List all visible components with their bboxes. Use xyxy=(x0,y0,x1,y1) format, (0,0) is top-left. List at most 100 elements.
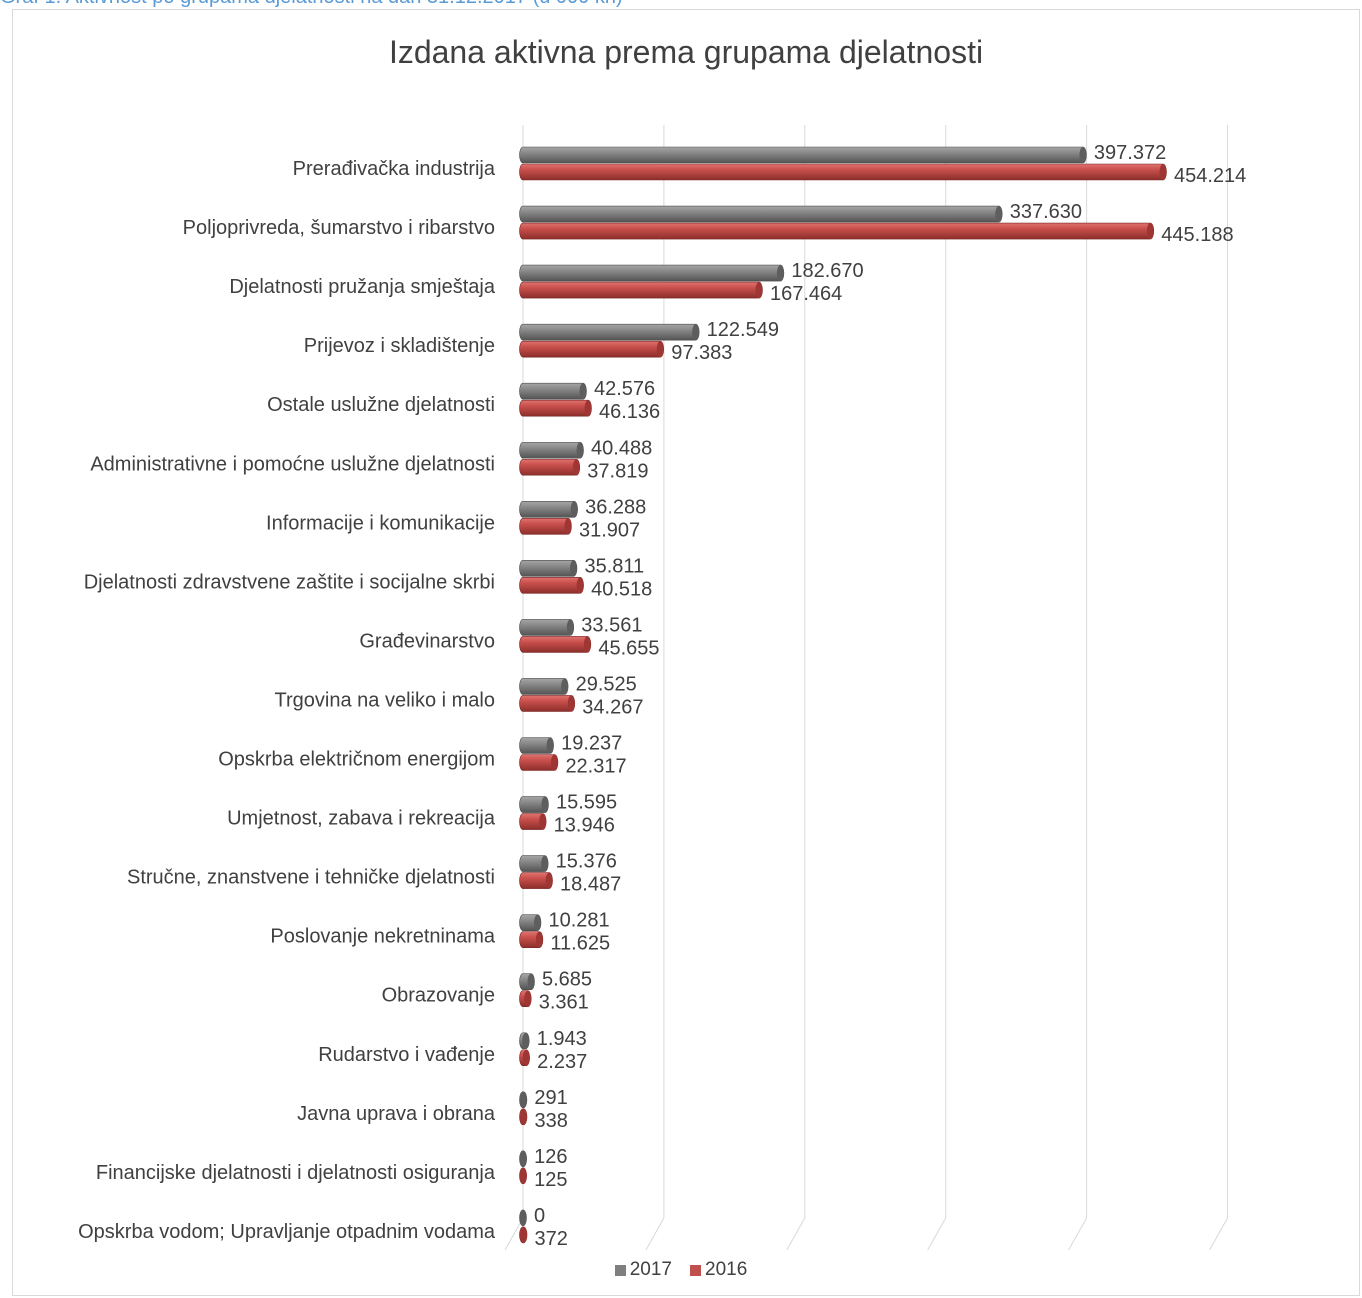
category-label: Administrativne i pomoćne uslužne djelat… xyxy=(90,453,495,475)
bar-cap-2016 xyxy=(519,1108,527,1125)
bar-cap-2016 xyxy=(520,1226,528,1243)
data-label-2016: 22.317 xyxy=(565,756,626,778)
bar-cap-2017 xyxy=(546,737,554,754)
bar-cap-2016 xyxy=(519,1167,527,1184)
gridlines xyxy=(504,125,1229,1251)
legend-swatch-2016 xyxy=(690,1264,701,1276)
bar-2016 xyxy=(519,458,581,476)
bars xyxy=(519,146,1167,1244)
labels: Prerađivačka industrija 397.372 454.214 Pol… xyxy=(78,142,1246,1250)
bar-cap-2017 xyxy=(569,560,577,577)
bar-2017 xyxy=(519,264,785,282)
bar-2016 xyxy=(519,222,1155,240)
data-label-2017: 10.281 xyxy=(548,910,609,932)
bar-2016 xyxy=(519,636,592,653)
bar-cap-2016 xyxy=(539,813,547,830)
data-label-2016: 3.361 xyxy=(539,992,589,1014)
data-label-2017: 29.525 xyxy=(576,673,637,695)
bar-cap-2016 xyxy=(524,990,532,1007)
data-label-2016: 18.487 xyxy=(560,874,621,896)
bar-cap-2016 xyxy=(584,400,592,417)
bar-cap-2016 xyxy=(1159,164,1167,180)
legend: 2017 2016 xyxy=(0,1259,1362,1281)
bar-2017 xyxy=(519,441,584,459)
gridline-diag xyxy=(645,1217,665,1251)
data-label-2016: 372 xyxy=(535,1228,568,1250)
bar-cap-2017 xyxy=(522,1032,530,1049)
category-label: Javna uprava i obrana xyxy=(297,1103,496,1125)
bar-cap-2017 xyxy=(1079,147,1087,163)
bar-cap-2017 xyxy=(527,973,535,990)
category-label: Stručne, znanstvene i tehničke djelatnos… xyxy=(127,867,495,889)
bar-cap-2016 xyxy=(522,1049,530,1066)
data-label-2017: 33.561 xyxy=(581,614,642,636)
data-label-2016: 454.214 xyxy=(1174,165,1246,187)
data-label-2016: 11.625 xyxy=(550,933,610,955)
bar-cap-2016 xyxy=(550,754,558,771)
bar-2017 xyxy=(519,619,575,636)
bar-cap-2016 xyxy=(656,341,664,358)
data-label-2016: 45.655 xyxy=(598,637,659,659)
category-label: Opskrba vodom; Upravljanje otpadnim voda… xyxy=(78,1221,496,1243)
gridline-diag xyxy=(1209,1217,1228,1251)
bar-2016 xyxy=(519,577,584,594)
data-label-2017: 1.943 xyxy=(537,1028,587,1050)
bar-cap-2016 xyxy=(545,872,553,889)
bar-cap-2017 xyxy=(570,501,578,518)
data-label-2017: 15.595 xyxy=(556,792,617,814)
bar-2017 xyxy=(519,678,569,695)
data-label-2017: 337.630 xyxy=(1010,201,1082,223)
data-label-2016: 13.946 xyxy=(554,815,615,837)
bar-2017 xyxy=(519,560,578,577)
data-label-2017: 397.372 xyxy=(1094,142,1166,164)
bar-cap-2017 xyxy=(995,206,1003,223)
category-label: Prerađivačka industrija xyxy=(293,158,496,180)
data-label-2016: 2.237 xyxy=(537,1051,587,1073)
figure-caption: Graf 1. Aktivnost po grupama djelatnosti… xyxy=(0,0,623,9)
bar-cap-2017 xyxy=(579,383,587,400)
data-label-2017: 40.488 xyxy=(591,437,652,459)
category-label: Umjetnost, zabava i rekreacija xyxy=(227,808,496,830)
chart-title: Izdana aktivna prema grupama djelatnosti xyxy=(388,34,984,70)
bar-cap-2016 xyxy=(1146,223,1154,240)
bar-cap-2016 xyxy=(535,931,543,948)
bar-cap-2017 xyxy=(566,619,574,636)
bar-cap-2017 xyxy=(541,796,549,813)
category-label: Trgovina na veliko i malo xyxy=(275,689,495,711)
category-label: Ostale uslužne djelatnosti xyxy=(267,394,495,416)
legend-label-2017: 2017 xyxy=(629,1259,672,1280)
bar-cap-2017 xyxy=(519,1150,527,1167)
bar-2016 xyxy=(519,399,592,417)
data-label-2017: 36.288 xyxy=(585,496,646,518)
bar-2016 xyxy=(519,695,576,712)
bar-2017 xyxy=(519,205,1003,223)
category-label: Građevinarstvo xyxy=(359,630,495,652)
bar-cap-2016 xyxy=(576,577,584,594)
data-label-2017: 15.376 xyxy=(556,851,617,873)
category-label: Opskrba električnom energijom xyxy=(218,749,495,771)
bar-cap-2017 xyxy=(776,265,784,282)
category-label: Obrazovanje xyxy=(382,985,495,1007)
bar-2017 xyxy=(519,323,700,341)
bar-2017 xyxy=(519,501,578,518)
bar-cap-2017 xyxy=(519,1091,527,1108)
bar-cap-2016 xyxy=(564,518,572,535)
bar-cap-2017 xyxy=(519,1209,527,1226)
data-label-2016: 125 xyxy=(534,1169,567,1191)
data-label-2016: 167.464 xyxy=(770,283,842,305)
bar-cap-2016 xyxy=(755,282,763,299)
data-label-2017: 182.670 xyxy=(791,260,863,282)
category-label: Poljoprivreda, šumarstvo i ribarstvo xyxy=(183,217,495,239)
data-label-2016: 445.188 xyxy=(1161,224,1233,246)
gridline-diag xyxy=(1068,1217,1088,1251)
bar-2017 xyxy=(519,382,587,400)
gridline-diag xyxy=(504,1217,524,1251)
bar-2016 xyxy=(519,340,664,358)
category-label: Djelatnosti zdravstvene zaštite i socija… xyxy=(84,571,495,593)
bar-2017 xyxy=(519,146,1087,164)
legend-label-2016: 2016 xyxy=(705,1259,748,1280)
category-label: Djelatnosti pružanja smještaja xyxy=(229,276,496,298)
gridline-diag xyxy=(786,1217,806,1251)
data-label-2017: 291 xyxy=(534,1087,567,1109)
